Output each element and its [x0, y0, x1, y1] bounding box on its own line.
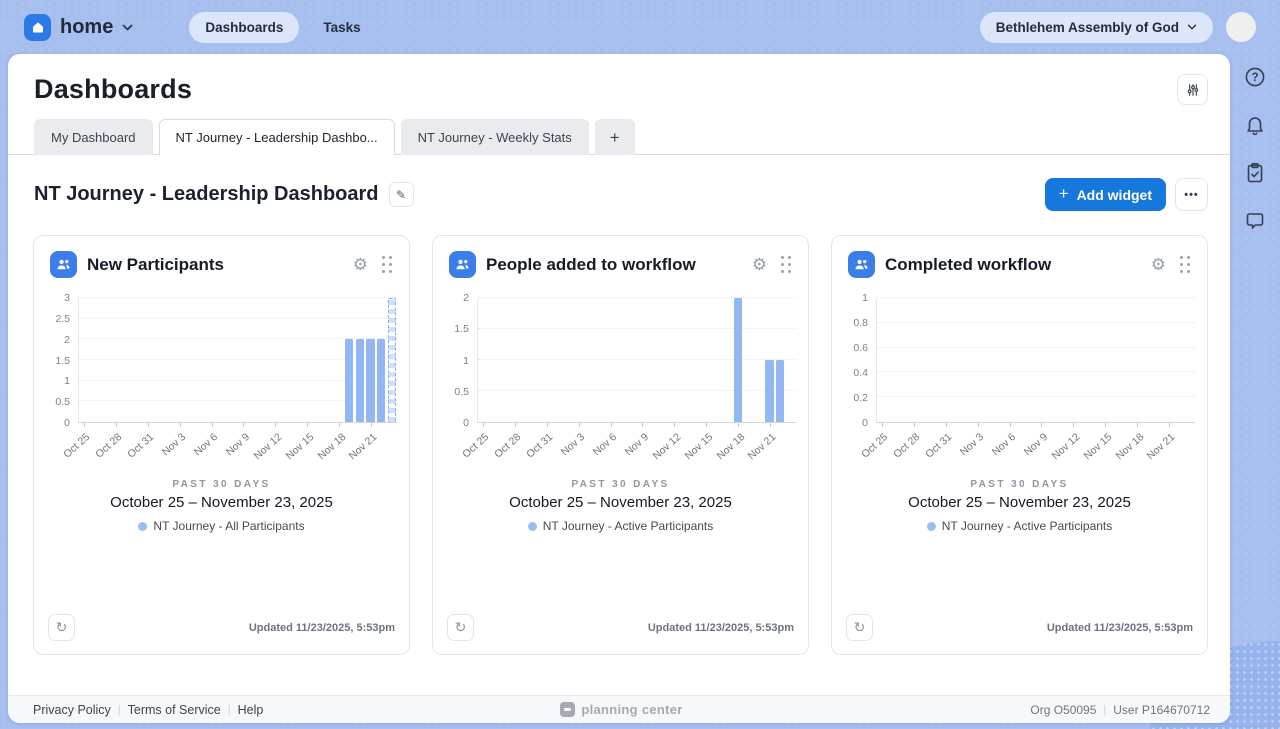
organization-selector[interactable]: Bethlehem Assembly of God — [979, 11, 1213, 43]
planning-center-logo-icon — [560, 702, 576, 717]
terms-of-service-link[interactable]: Terms of Service — [127, 702, 221, 717]
tab-my-dashboard[interactable]: My Dashboard — [34, 119, 153, 155]
help-link[interactable]: Help — [237, 702, 264, 717]
edit-dashboard-name-icon[interactable]: ✎ — [388, 182, 414, 207]
drag-handle-icon[interactable] — [1180, 255, 1191, 274]
people-icon — [848, 251, 875, 278]
add-widget-button[interactable]: + Add widget — [1044, 178, 1166, 211]
widget-card-completed-workflow: Completed workflow ⚙ 0 0.2 0.4 0.6 0.8 1 Oct 2… — [831, 235, 1208, 655]
dashboard-owner-avatar[interactable] — [1008, 181, 1036, 209]
widgets-row: New Participants ⚙ 0 0.5 1 1.5 2 2.5 3 Oct 25 Oc… — [8, 211, 1230, 655]
footer: Privacy Policy | Terms of Service | Help… — [8, 695, 1230, 723]
legend-label: NT Journey - Active Participants — [941, 519, 1113, 533]
widget-title: People added to workflow — [486, 254, 696, 274]
tasks-clipboard-icon[interactable] — [1241, 159, 1269, 187]
legend-dot-icon — [926, 521, 936, 531]
refresh-icon[interactable]: ↻ — [846, 614, 873, 641]
period-label: PAST 30 DAYS — [571, 479, 670, 490]
top-navigation: Dashboards Tasks — [189, 11, 361, 43]
date-range: October 25 – November 23, 2025 — [110, 494, 333, 511]
dashboard-tabs: My Dashboard NT Journey - Leadership Das… — [8, 119, 1230, 155]
legend-label: NT Journey - Active Participants — [542, 519, 714, 533]
dashboard-title: NT Journey - Leadership Dashboard — [34, 183, 379, 205]
planning-center-logo: planning center — [560, 702, 682, 717]
people-icon — [50, 251, 77, 278]
date-range: October 25 – November 23, 2025 — [908, 494, 1131, 511]
chat-bubble-icon[interactable] — [1241, 207, 1269, 235]
widget-card-new-participants: New Participants ⚙ 0 0.5 1 1.5 2 2.5 3 Oct 25 Oc… — [33, 235, 410, 655]
gear-icon[interactable]: ⚙ — [1150, 255, 1166, 274]
page-title: Dashboards — [34, 74, 193, 104]
privacy-policy-link[interactable]: Privacy Policy — [33, 702, 111, 717]
user-avatar[interactable] — [1226, 12, 1256, 42]
nav-tasks[interactable]: Tasks — [323, 19, 361, 35]
period-label: PAST 30 DAYS — [172, 479, 271, 490]
new-tab-button[interactable]: + — [594, 119, 635, 155]
drag-handle-icon[interactable] — [781, 255, 792, 274]
dashboard-settings-sliders-icon[interactable] — [1177, 74, 1208, 105]
home-logo-icon — [24, 13, 51, 41]
svg-text:?: ? — [1251, 72, 1258, 84]
topbar: home Dashboards Tasks Bethlehem Assembly… — [0, 0, 1280, 54]
widget-title: New Participants — [87, 254, 224, 274]
chart-legend: NT Journey - All Participants — [34, 519, 409, 533]
people-icon — [449, 251, 476, 278]
chart-legend: NT Journey - Active Participants — [433, 519, 808, 533]
updated-timestamp: Updated 11/23/2025, 5:53pm — [647, 621, 794, 634]
app-name: home — [60, 15, 114, 38]
refresh-icon[interactable]: ↻ — [48, 614, 75, 641]
chevron-down-icon — [122, 24, 133, 30]
user-id: User P164670712 — [1113, 702, 1211, 717]
widget-card-people-added-to-workflow: People added to workflow ⚙ 0 0.5 1 1.5 2 Oct … — [432, 235, 809, 655]
more-options-button[interactable]: ••• — [1175, 178, 1208, 211]
legend-dot-icon — [138, 521, 148, 531]
bar-chart-completed-workflow: 0 0.2 0.4 0.6 0.8 1 Oct 25 Oct 28 Oct 31 Nov 3 Nov… — [832, 292, 1207, 471]
gear-icon[interactable]: ⚙ — [751, 255, 767, 274]
main-panel: Dashboards My Dashboard NT Journey - Lea… — [8, 54, 1230, 723]
org-id: Org O50095 — [1030, 702, 1097, 717]
period-label: PAST 30 DAYS — [970, 479, 1069, 490]
help-icon[interactable]: ? — [1241, 63, 1269, 91]
notifications-bell-icon[interactable] — [1241, 111, 1269, 139]
nav-dashboards[interactable]: Dashboards — [189, 11, 300, 43]
gear-icon[interactable]: ⚙ — [352, 255, 368, 274]
chevron-down-icon — [1187, 24, 1197, 30]
updated-timestamp: Updated 11/23/2025, 5:53pm — [1046, 621, 1193, 634]
chart-legend: NT Journey - Active Participants — [832, 519, 1207, 533]
tab-nt-journey-weekly-stats[interactable]: NT Journey - Weekly Stats — [400, 119, 589, 155]
bar-chart-new-participants: 0 0.5 1 1.5 2 2.5 3 Oct 25 Oct 28 Oct 31 Nov 3 Nov … — [34, 292, 409, 471]
drag-handle-icon[interactable] — [382, 255, 393, 274]
right-icon-rail: ? — [1230, 54, 1280, 235]
legend-label: NT Journey - All Participants — [153, 519, 305, 533]
legend-dot-icon — [527, 521, 537, 531]
home-app-switcher[interactable]: home — [24, 13, 133, 41]
date-range: October 25 – November 23, 2025 — [509, 494, 732, 511]
widget-title: Completed workflow — [885, 254, 1052, 274]
updated-timestamp: Updated 11/23/2025, 5:53pm — [248, 621, 395, 634]
tab-nt-journey-leadership[interactable]: NT Journey - Leadership Dashbo... — [158, 119, 395, 155]
bar-chart-people-added: 0 0.5 1 1.5 2 Oct 25 Oct 28 Oct 31 Nov 3 Nov 6 Nov… — [433, 292, 808, 471]
refresh-icon[interactable]: ↻ — [447, 614, 474, 641]
plus-icon: + — [1058, 184, 1069, 203]
